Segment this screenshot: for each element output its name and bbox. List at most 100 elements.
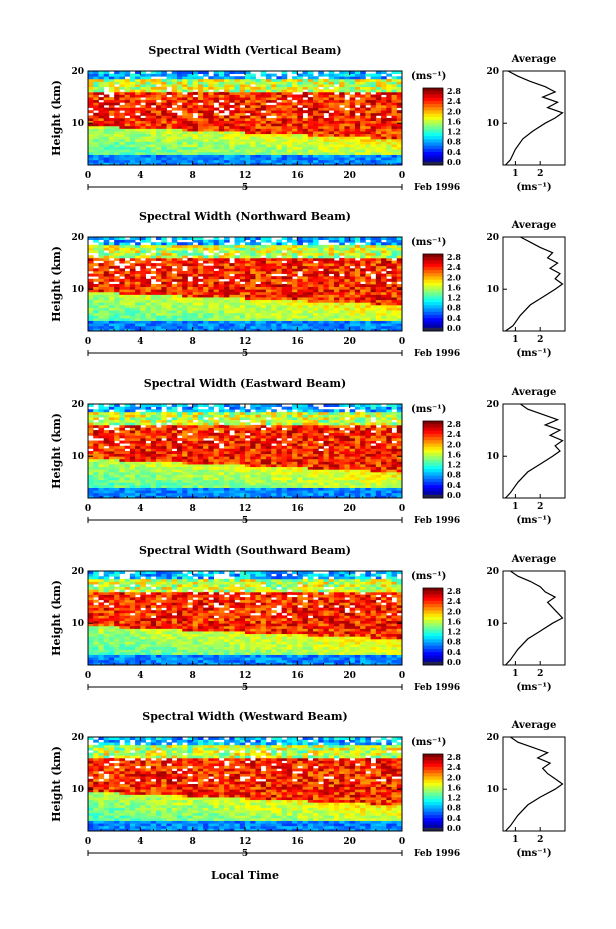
heatmap-cell xyxy=(150,252,157,256)
heatmap-cell xyxy=(302,299,309,303)
heatmap-cell xyxy=(192,276,199,280)
heatmap-cell xyxy=(286,128,293,132)
heatmap-cell xyxy=(360,154,366,158)
heatmap-cell xyxy=(365,151,371,155)
heatmap-cell xyxy=(245,237,251,241)
heatmap-cell xyxy=(145,131,152,135)
heatmap-cell xyxy=(255,125,262,129)
heatmap-cell xyxy=(318,260,324,264)
heatmap-cell xyxy=(108,146,115,150)
heatmap-cell xyxy=(260,125,267,129)
heatmap-cell xyxy=(271,107,277,111)
heatmap-cell xyxy=(255,294,262,298)
heatmap-cell xyxy=(313,471,319,475)
heatmap-cell xyxy=(365,304,371,308)
heatmap-cell xyxy=(176,247,183,251)
heatmap-cell xyxy=(208,125,214,129)
heatmap-cell xyxy=(166,250,173,254)
heatmap-cell xyxy=(114,141,120,145)
heatmap-cell xyxy=(323,304,330,308)
heatmap-cell xyxy=(171,495,178,499)
heatmap-cell xyxy=(129,141,136,145)
heatmap-cell xyxy=(224,284,230,288)
heatmap-cell xyxy=(333,469,340,473)
heatmap-cell xyxy=(145,270,152,274)
y-tick-label: 10 xyxy=(71,119,84,129)
heatmap-cell xyxy=(365,244,371,248)
heatmap-cell xyxy=(349,257,356,261)
heatmap-cell xyxy=(313,133,319,137)
heatmap-cell xyxy=(213,157,220,161)
heatmap-cell xyxy=(140,162,146,166)
colorbar-unit: (ms⁻¹) xyxy=(411,237,446,248)
heatmap-cell xyxy=(354,157,361,161)
heatmap-cell xyxy=(292,138,298,142)
heatmap-cell xyxy=(161,477,167,481)
heatmap-cell xyxy=(150,474,157,478)
heatmap-cell xyxy=(297,265,303,269)
heatmap-cell xyxy=(129,110,136,114)
heatmap-cell xyxy=(250,99,256,103)
heatmap-cell xyxy=(166,270,173,274)
heatmap-cell xyxy=(302,162,309,166)
heatmap-cell xyxy=(391,250,398,254)
heatmap-cell xyxy=(213,71,220,75)
heatmap-cell xyxy=(365,78,371,82)
heatmap-cell xyxy=(119,149,126,153)
heatmap-cell xyxy=(260,484,267,488)
heatmap-cell xyxy=(328,157,335,161)
heatmap-cell xyxy=(108,138,115,142)
heatmap-cell xyxy=(381,144,387,148)
heatmap-cell xyxy=(313,247,319,251)
heatmap-cell xyxy=(203,257,209,261)
heatmap-cell xyxy=(328,125,335,129)
heatmap-cell xyxy=(386,260,392,264)
heatmap-cell xyxy=(150,157,157,161)
heatmap-cell xyxy=(354,144,361,148)
heatmap-cell xyxy=(354,471,361,475)
heatmap-cell xyxy=(360,239,366,243)
heatmap-cell xyxy=(182,302,188,306)
heatmap-cell xyxy=(182,286,188,290)
heatmap-cell xyxy=(161,123,167,127)
heatmap-cell xyxy=(286,149,293,153)
heatmap-cell xyxy=(365,299,371,303)
heatmap-cell xyxy=(349,73,356,77)
heatmap-cell xyxy=(145,146,152,150)
heatmap-cell xyxy=(245,304,251,308)
heatmap-cell xyxy=(370,278,377,282)
heatmap-cell xyxy=(360,307,366,311)
heatmap-cell xyxy=(171,78,178,82)
heatmap-cell xyxy=(391,159,398,163)
heatmap-cell xyxy=(166,281,173,285)
heatmap-cell xyxy=(108,131,115,135)
heatmap-cell xyxy=(386,307,392,311)
heatmap-cell xyxy=(218,118,225,122)
heatmap-cell xyxy=(176,320,183,324)
heatmap-cell xyxy=(213,97,220,101)
heatmap-cell xyxy=(292,94,298,98)
heatmap-cell xyxy=(192,260,199,264)
heatmap-cell xyxy=(239,112,246,116)
heatmap-cell xyxy=(370,154,377,158)
heatmap-cell xyxy=(286,495,293,499)
heatmap-cell xyxy=(108,320,115,324)
heatmap-cell xyxy=(182,244,188,248)
heatmap-cell xyxy=(318,107,324,111)
heatmap-cell xyxy=(260,244,267,248)
heatmap-cell xyxy=(171,244,178,248)
heatmap-cell xyxy=(182,310,188,314)
heatmap-cell xyxy=(386,247,392,251)
heatmap-cell xyxy=(339,157,345,161)
heatmap-cell xyxy=(135,284,141,288)
heatmap-cell xyxy=(349,304,356,308)
heatmap-cell xyxy=(381,302,387,306)
heatmap-cell xyxy=(386,81,392,85)
heatmap-cell xyxy=(192,315,199,319)
heatmap-cell xyxy=(313,138,319,142)
heatmap-cell xyxy=(166,276,173,280)
heatmap-cell xyxy=(344,487,351,491)
heatmap-cell xyxy=(224,490,230,494)
heatmap-cell xyxy=(271,325,277,329)
heatmap-cell xyxy=(114,99,120,103)
